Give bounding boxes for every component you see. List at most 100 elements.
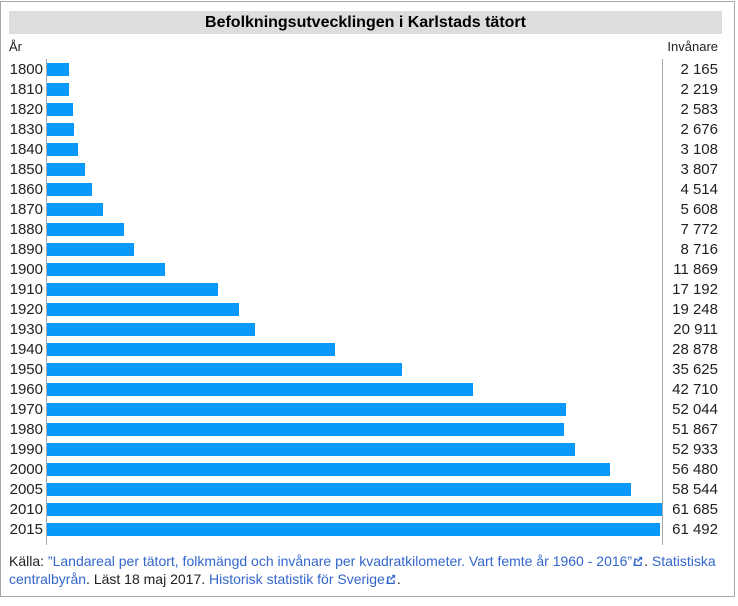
population-bar xyxy=(47,462,611,476)
bar-track xyxy=(46,99,663,119)
year-tick-label: 1850 xyxy=(9,160,43,178)
population-bar xyxy=(47,322,256,336)
bar-track xyxy=(46,319,663,339)
population-bar xyxy=(47,422,565,436)
value-label: 35 625 xyxy=(672,360,718,378)
value-label: 20 911 xyxy=(673,320,718,338)
year-tick-label: 1860 xyxy=(9,180,43,198)
chart-row: 1820 2 583 xyxy=(1,99,734,119)
chart-row: 2005 58 544 xyxy=(1,479,734,499)
history-link[interactable]: Historisk statistik för Sverige xyxy=(209,571,385,587)
population-bar xyxy=(47,62,69,76)
population-bar xyxy=(47,242,134,256)
year-tick-label: 1890 xyxy=(9,240,43,258)
value-axis-label: Invånare xyxy=(667,39,718,54)
population-bar xyxy=(47,222,125,236)
bar-track xyxy=(46,119,663,139)
chart-row: 1940 28 878 xyxy=(1,339,734,359)
population-bar xyxy=(47,282,219,296)
chart-row: 1830 2 676 xyxy=(1,119,734,139)
chart-row: 1960 42 710 xyxy=(1,379,734,399)
read-date-text: . Läst 18 maj 2017. xyxy=(86,571,210,587)
source-note: Källa: ”Landareal per tätort, folkmängd … xyxy=(1,552,734,588)
bar-track xyxy=(46,399,663,419)
chart-row: 1920 19 248 xyxy=(1,299,734,319)
year-tick-label: 1820 xyxy=(9,100,43,118)
chart-row: 1880 7 772 xyxy=(1,219,734,239)
bar-track xyxy=(46,239,663,259)
chart-row: 1870 5 608 xyxy=(1,199,734,219)
bar-track xyxy=(46,479,663,499)
bar-track xyxy=(46,219,663,239)
bar-track xyxy=(46,139,663,159)
chart-row: 1890 8 716 xyxy=(1,239,734,259)
bar-track xyxy=(46,439,663,459)
value-label: 3 108 xyxy=(680,140,718,158)
year-tick-label: 1990 xyxy=(9,440,43,458)
bar-track xyxy=(46,279,663,299)
year-tick-label: 1960 xyxy=(9,380,43,398)
value-label: 51 867 xyxy=(672,420,718,438)
bar-track xyxy=(46,159,663,179)
chart-row: 1860 4 514 xyxy=(1,179,734,199)
chart-row: 2015 61 492 xyxy=(1,519,734,539)
bar-track xyxy=(46,79,663,99)
bar-track xyxy=(46,339,663,359)
publisher-link[interactable]: Statistiska centralbyrån xyxy=(9,553,716,587)
population-bar xyxy=(47,82,70,96)
external-link-icon xyxy=(386,570,396,588)
population-bar xyxy=(47,522,661,536)
year-tick-label: 1810 xyxy=(9,80,43,98)
population-bar xyxy=(47,382,473,396)
chart-row: 1950 35 625 xyxy=(1,359,734,379)
chart-row: 2010 61 685 xyxy=(1,499,734,519)
population-bar xyxy=(47,402,566,416)
population-bar xyxy=(47,122,74,136)
chart-row: 1970 52 044 xyxy=(1,399,734,419)
bar-track xyxy=(46,419,663,439)
bar-track xyxy=(46,499,663,519)
population-bar xyxy=(47,442,575,456)
value-label: 11 869 xyxy=(673,260,718,278)
value-label: 56 480 xyxy=(672,460,718,478)
value-label: 5 608 xyxy=(680,200,718,218)
source-link[interactable]: ”Landareal per tätort, folkmängd och inv… xyxy=(47,553,633,569)
bar-track xyxy=(46,199,663,219)
population-bar xyxy=(47,482,631,496)
axis-header: År Invånare xyxy=(1,34,734,57)
value-label: 17 192 xyxy=(672,280,718,298)
chart-row: 1900 11 869 xyxy=(1,259,734,279)
population-bar xyxy=(47,162,85,176)
value-label: 19 248 xyxy=(672,300,718,318)
value-label: 58 544 xyxy=(672,480,718,498)
value-label: 42 710 xyxy=(672,380,718,398)
chart-row: 1800 2 165 xyxy=(1,59,734,79)
year-tick-label: 2005 xyxy=(9,480,43,498)
y-axis-label: År xyxy=(9,39,22,54)
year-tick-label: 2000 xyxy=(9,460,43,478)
year-tick-label: 1950 xyxy=(9,360,43,378)
bar-track xyxy=(46,179,663,199)
year-tick-label: 1920 xyxy=(9,300,43,318)
chart-row: 2000 56 480 xyxy=(1,459,734,479)
bar-track xyxy=(46,459,663,479)
year-tick-label: 2010 xyxy=(9,500,43,518)
chart-row: 1930 20 911 xyxy=(1,319,734,339)
value-label: 2 583 xyxy=(680,100,718,118)
value-label: 61 492 xyxy=(672,520,718,538)
chart-panel: Befolkningsutvecklingen i Karlstads täto… xyxy=(0,1,735,597)
period-text: . xyxy=(396,571,401,587)
source-label: Källa: xyxy=(9,553,48,569)
value-label: 61 685 xyxy=(672,500,718,518)
population-bar xyxy=(47,302,239,316)
year-tick-label: 1910 xyxy=(9,280,43,298)
value-label: 52 933 xyxy=(672,440,718,458)
year-tick-label: 1940 xyxy=(9,340,43,358)
chart-row: 1910 17 192 xyxy=(1,279,734,299)
year-tick-label: 1830 xyxy=(9,120,43,138)
external-link-icon xyxy=(633,552,643,570)
bar-track xyxy=(46,519,663,539)
value-label: 2 165 xyxy=(680,60,718,78)
year-tick-label: 1970 xyxy=(9,400,43,418)
population-bar xyxy=(47,342,335,356)
